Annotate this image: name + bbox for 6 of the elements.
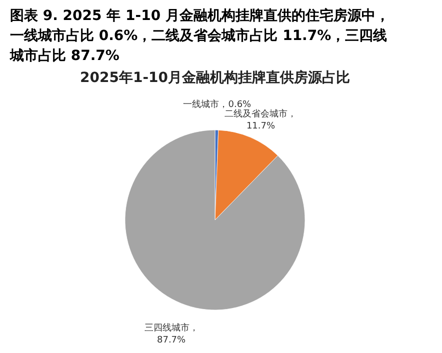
slice-label: 一线城市，0.6% bbox=[183, 99, 252, 110]
chart-title: 图表 9. 2025 年 1-10 月金融机构挂牌直供的住宅房源中，一线城市占比 0.6%，二线及省会城市占比 11.7%，三四线城市占比 87.7% bbox=[8, 6, 390, 66]
slice-label: 三四线城市，87.7% bbox=[144, 322, 198, 346]
chart-subtitle: 2025年1-10月金融机构挂牌直供房源占比 bbox=[80, 69, 350, 86]
slice-label: 二线及省会城市，11.7% bbox=[224, 108, 297, 132]
pie-slice bbox=[124, 130, 306, 310]
